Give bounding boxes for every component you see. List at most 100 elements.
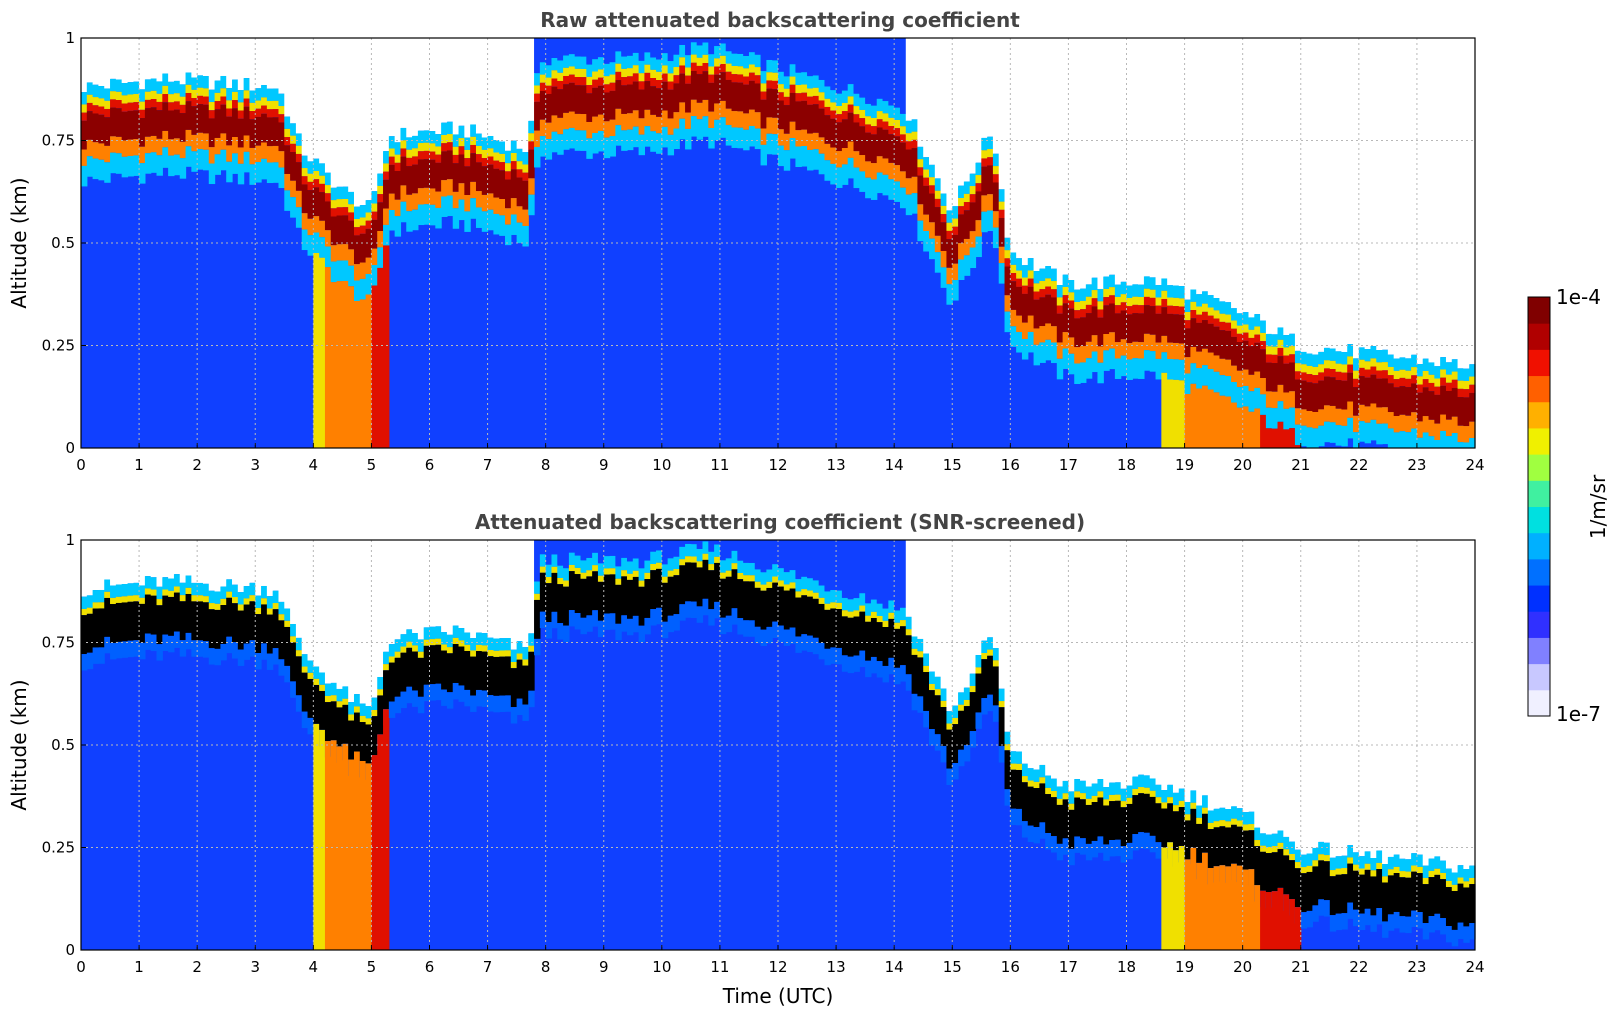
layer-band (679, 65, 686, 74)
clear-air (353, 540, 361, 695)
x-tick-label: 21 (1291, 456, 1310, 474)
data-column (667, 540, 675, 633)
layer-band (1219, 313, 1226, 322)
layer-band (894, 119, 901, 129)
layer-band (1068, 300, 1075, 309)
data-column (737, 38, 744, 149)
layer-band (992, 227, 1000, 249)
layer-band (1167, 803, 1174, 843)
surface-plume (377, 734, 384, 950)
layer-band (394, 154, 402, 163)
layer-band (452, 682, 460, 700)
layer-band (336, 207, 343, 216)
layer-band (1016, 258, 1023, 271)
layer-band (841, 90, 849, 103)
layer-band (452, 625, 460, 638)
layer-band (528, 194, 535, 216)
data-column (859, 540, 866, 668)
layer-band (743, 68, 750, 77)
layer-band (1004, 744, 1011, 751)
layer-band (173, 80, 181, 94)
layer-band (516, 148, 524, 162)
layer-band (1242, 324, 1250, 333)
layer-band (295, 207, 303, 228)
data-column (987, 38, 994, 232)
layer-band (1184, 357, 1191, 374)
surface-plume (1207, 867, 1215, 950)
layer-band (882, 121, 889, 130)
layer-band (1056, 786, 1064, 799)
layer-band (1027, 286, 1035, 316)
layer-band (319, 672, 326, 685)
layer-band (185, 93, 192, 102)
data-column (1428, 38, 1435, 448)
layer-band (1213, 808, 1221, 822)
clear-air (1068, 38, 1075, 281)
data-column (934, 540, 942, 751)
clear-air (1422, 38, 1430, 359)
layer-band (836, 93, 843, 106)
layer-band (1457, 442, 1464, 448)
clear-air (946, 38, 953, 211)
layer-band (1143, 333, 1151, 351)
data-column (656, 540, 663, 625)
layer-band (313, 216, 320, 233)
data-column (202, 540, 210, 658)
layer-band (1329, 405, 1337, 423)
layer-band (952, 263, 959, 281)
layer-band (1382, 349, 1389, 363)
layer-band (441, 180, 448, 197)
layer-band (1010, 264, 1017, 274)
data-column (1242, 540, 1250, 950)
data-column (313, 540, 320, 950)
surface-plume (319, 257, 326, 448)
layer-band (1004, 295, 1011, 312)
data-column (499, 540, 506, 712)
layer-band (609, 74, 616, 83)
layer-band (1277, 327, 1284, 340)
data-column (1033, 540, 1040, 844)
layer-band (214, 609, 221, 649)
layer-band (592, 87, 599, 117)
layer-band (423, 684, 431, 702)
layer-band (865, 177, 872, 199)
layer-band (1207, 822, 1215, 830)
layer-band (1033, 781, 1040, 789)
layer-band (836, 151, 843, 168)
data-column (417, 38, 425, 226)
data-column (1399, 540, 1406, 933)
layer-band (1451, 359, 1459, 372)
layer-band (690, 99, 698, 117)
data-column (574, 38, 582, 151)
clear-air (772, 38, 779, 61)
layer-band (307, 672, 314, 679)
layer-band (1172, 805, 1180, 812)
clear-air (743, 38, 750, 56)
layer-band (847, 104, 855, 113)
layer-band (963, 193, 971, 203)
layer-band (324, 702, 332, 742)
layer-band (714, 103, 721, 120)
layer-band (1161, 307, 1168, 336)
layer-band (1097, 288, 1104, 302)
surface-plume (371, 285, 378, 448)
data-column (853, 540, 860, 672)
data-column (929, 540, 936, 746)
data-column (1428, 540, 1435, 933)
data-column (1300, 540, 1308, 929)
layer-band (1271, 833, 1279, 847)
layer-band (1248, 317, 1255, 330)
layer-band (1271, 346, 1279, 355)
surface-plume (1161, 847, 1168, 950)
layer-band (388, 701, 396, 718)
clear-air (191, 540, 198, 583)
layer-band (778, 625, 785, 642)
clear-air (580, 540, 587, 561)
clear-air (650, 540, 657, 552)
layer-band (261, 604, 268, 644)
x-tick-label: 3 (250, 958, 260, 976)
layer-band (1149, 351, 1157, 372)
colorbar-step (1528, 480, 1550, 507)
layer-band (1149, 306, 1157, 335)
layer-band (992, 174, 1000, 183)
